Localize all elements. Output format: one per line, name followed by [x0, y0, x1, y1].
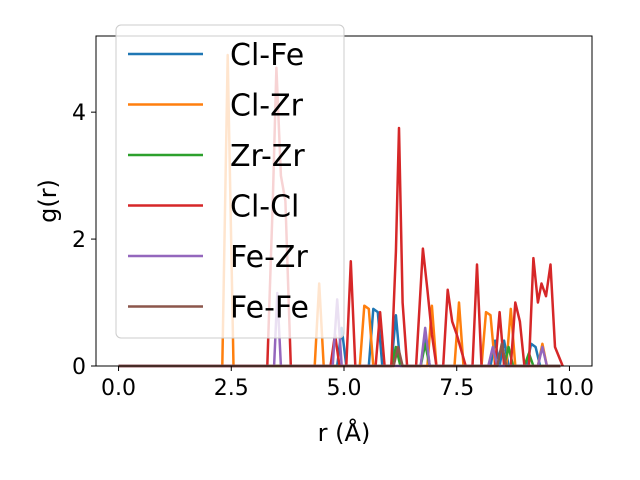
- y-tick-label: 0: [72, 355, 86, 380]
- x-axis-label: r (Å): [318, 418, 371, 447]
- y-axis: 0 2 4: [72, 101, 96, 380]
- y-tick-label: 2: [72, 228, 86, 253]
- y-tick-label: 4: [72, 101, 86, 126]
- x-axis: 0.0 2.5 5.0 7.5 10.0: [101, 366, 594, 401]
- legend-label: Cl-Zr: [230, 89, 304, 124]
- legend-label: Fe-Fe: [230, 291, 309, 326]
- x-tick-label: 2.5: [214, 376, 249, 401]
- legend-label: Zr-Zr: [230, 139, 305, 174]
- y-axis-label: g(r): [34, 179, 62, 223]
- legend: Cl-Fe Cl-Zr Zr-Zr Cl-Cl Fe-Zr Fe-Fe: [115, 24, 345, 339]
- legend-label: Cl-Fe: [230, 38, 304, 73]
- x-tick-label: 5.0: [327, 376, 362, 401]
- series-line-fe-zr: [118, 291, 561, 368]
- x-tick-label: 0.0: [101, 376, 136, 401]
- x-tick-label: 7.5: [439, 376, 474, 401]
- legend-label: Fe-Zr: [230, 240, 308, 275]
- x-tick-label: 10.0: [545, 376, 594, 401]
- legend-label: Cl-Cl: [230, 190, 299, 225]
